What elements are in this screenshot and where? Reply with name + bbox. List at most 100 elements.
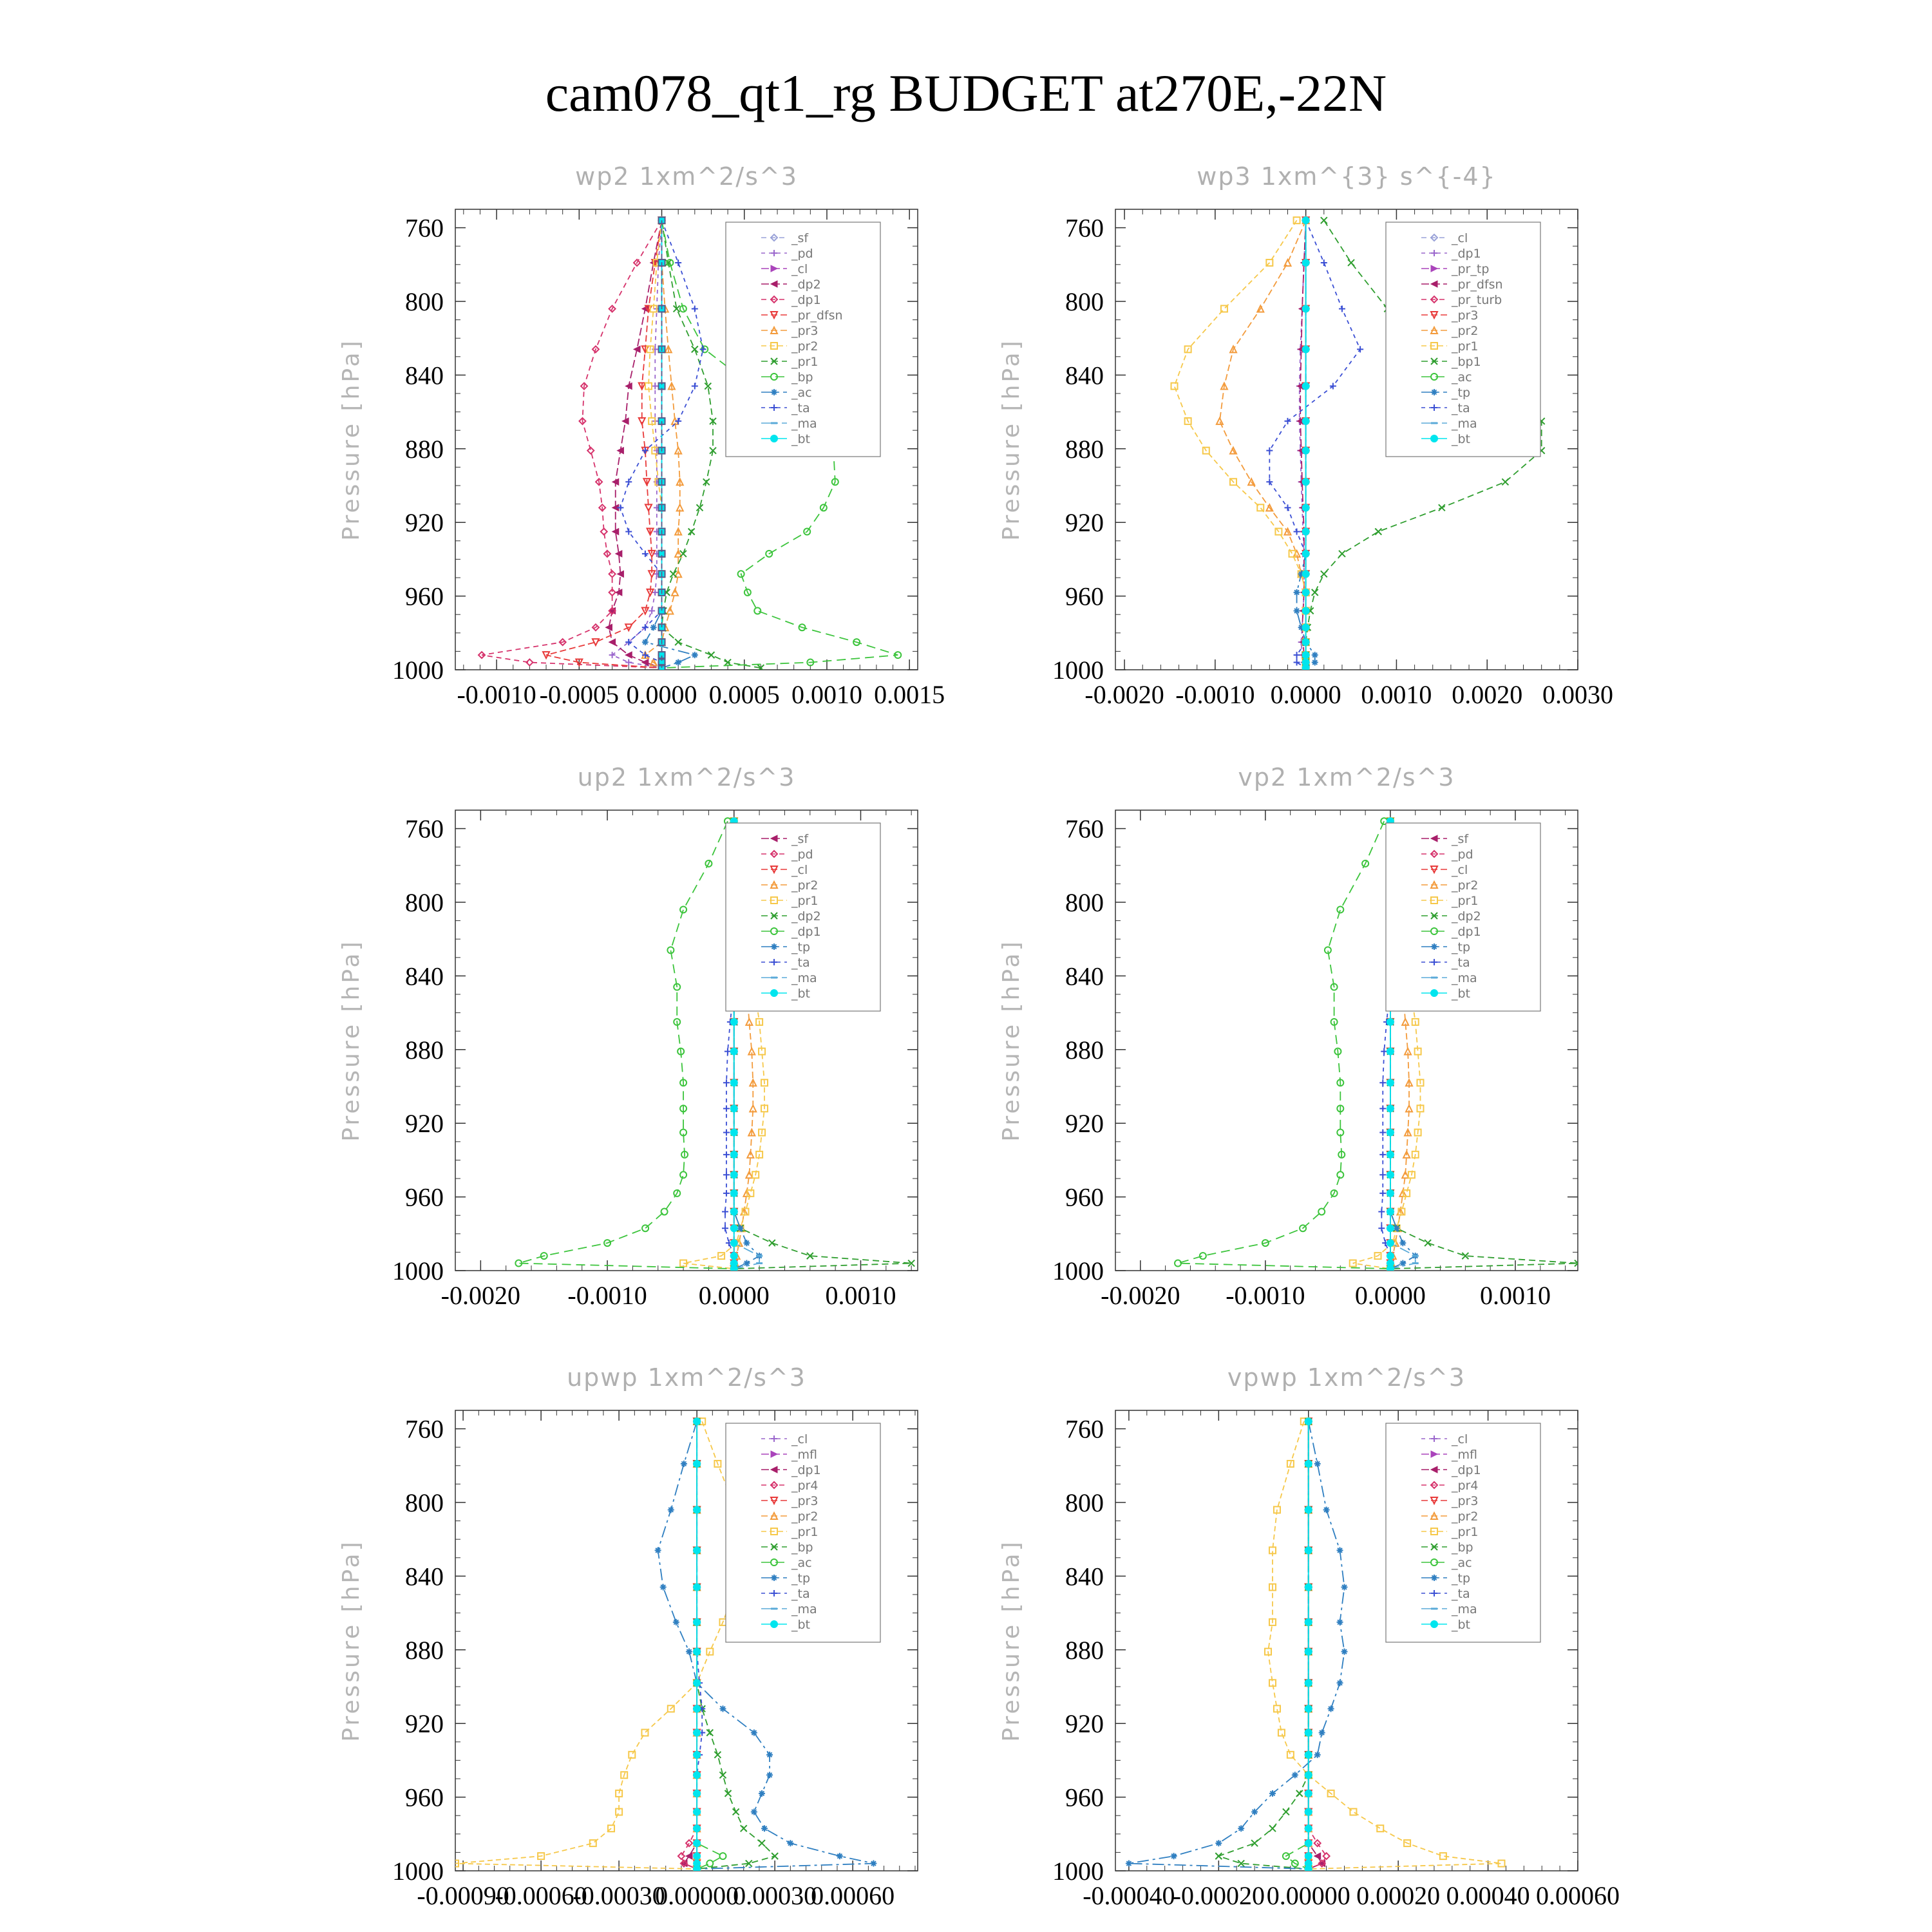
data-point (1402, 1150, 1411, 1159)
data-point (1220, 381, 1229, 390)
data-point (1574, 1259, 1578, 1267)
data-point (1379, 1129, 1387, 1136)
data-point (1386, 1018, 1394, 1026)
data-point (645, 588, 655, 598)
data-point (674, 446, 683, 455)
data-point (768, 1239, 776, 1247)
data-point (666, 258, 674, 267)
data-point (1313, 1839, 1322, 1848)
data-point (1215, 1840, 1222, 1847)
data-point (641, 639, 649, 646)
legend-label: _ma (1451, 417, 1477, 431)
data-point (674, 569, 683, 578)
data-point (704, 382, 712, 390)
y-tick-label: 760 (405, 815, 444, 844)
data-point (1238, 1825, 1245, 1832)
data-point (1251, 1839, 1258, 1847)
data-point (646, 345, 654, 354)
legend-marker (1431, 250, 1437, 256)
data-point (719, 1852, 727, 1861)
data-point (758, 1790, 765, 1797)
legend-label: _ta (791, 401, 810, 415)
data-point (677, 1047, 685, 1056)
data-point (670, 587, 679, 596)
data-point (1304, 1705, 1312, 1713)
data-point (1302, 527, 1310, 536)
data-point (1293, 652, 1300, 659)
data-point (1304, 1852, 1312, 1861)
legend-label: _tp (791, 1571, 810, 1586)
legend: _sf _pd_cl_pr2_pr1_dp2 _dp1_tp _ta_ma _bt (725, 822, 881, 1012)
data-point (743, 1240, 750, 1247)
legend-label: _pr_tp (1451, 262, 1489, 276)
data-point (693, 1808, 701, 1816)
data-point (1376, 1824, 1385, 1833)
data-point (658, 258, 666, 267)
data-point (1336, 1104, 1345, 1113)
legend-label: _ma (1451, 1602, 1477, 1616)
data-point (693, 1750, 701, 1759)
x-tick-label: 0.00060 (1536, 1881, 1620, 1910)
legend-marker (771, 250, 777, 256)
data-point (1268, 1546, 1276, 1555)
legend: _sf _pd_cl_pr2_pr1_dp2 _dp1_tp _ta_ma _bt (1385, 822, 1541, 1012)
legend-label: _dp1 (1451, 1463, 1481, 1477)
data-point (693, 1728, 701, 1737)
data-point (1288, 549, 1296, 558)
data-point (1311, 659, 1318, 666)
data-point (1334, 1047, 1342, 1056)
data-point (621, 417, 629, 425)
data-point (644, 504, 653, 513)
data-point (1318, 1729, 1325, 1736)
legend-label: _pr2 (791, 1510, 818, 1524)
data-point (691, 345, 699, 354)
data-point (1313, 1852, 1321, 1860)
legend-label: _cl (1451, 231, 1468, 245)
data-point (1286, 1750, 1294, 1759)
data-point (691, 652, 698, 659)
data-point (1336, 1547, 1343, 1554)
data-point (649, 305, 658, 313)
legend-box (1385, 822, 1541, 1012)
data-point (1461, 1252, 1470, 1260)
data-point (709, 417, 717, 425)
y-tick-label: 960 (405, 1783, 444, 1812)
data-point (1318, 1859, 1327, 1868)
data-point (664, 345, 673, 354)
data-point (730, 1208, 738, 1216)
y-tick-label: 840 (1065, 1562, 1104, 1591)
legend-marker (770, 927, 778, 935)
series-line-dp1 (1307, 1421, 1323, 1870)
legend-marker (771, 1590, 777, 1596)
data-point (632, 258, 641, 267)
data-point (658, 623, 666, 632)
series-line-pr4 (680, 1421, 698, 1870)
data-point (1302, 607, 1310, 615)
data-point (748, 1078, 757, 1087)
data-point (1386, 1265, 1394, 1271)
data-point (1330, 983, 1338, 991)
x-tick-label: 0.0000 (1355, 1281, 1426, 1310)
data-point (744, 1170, 753, 1179)
data-point (1302, 638, 1310, 647)
legend-label: _bt (791, 1618, 810, 1632)
data-point (746, 1150, 755, 1159)
legend-marker (1430, 927, 1438, 935)
data-point (730, 1171, 738, 1179)
series-line-tp (1128, 1421, 1345, 1870)
x-tick-label: 0.0010 (1480, 1281, 1551, 1310)
data-point (652, 589, 659, 596)
data-point (1304, 1808, 1312, 1816)
legend-label: _tp (1451, 386, 1470, 400)
data-point (1386, 1047, 1394, 1056)
legend-box (1385, 1423, 1541, 1643)
data-point (1386, 1189, 1394, 1197)
legend-marker (1431, 1435, 1437, 1442)
data-point (1293, 589, 1300, 596)
y-tick-label: 1000 (392, 1256, 444, 1285)
data-point (894, 651, 902, 659)
data-point (1320, 570, 1328, 578)
data-point (693, 1459, 701, 1468)
data-point (1256, 304, 1265, 313)
data-point (654, 1547, 661, 1554)
